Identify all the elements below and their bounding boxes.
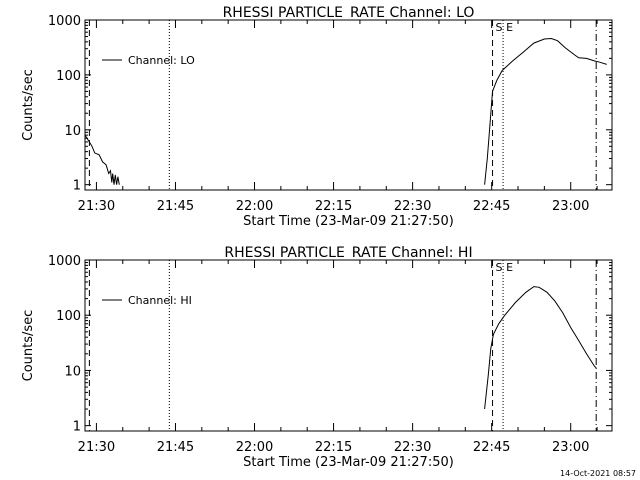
x-axis-label: Start Time (23-Mar-09 21:27:50) <box>243 455 454 470</box>
series-line <box>484 286 597 410</box>
y-tick-label: 10 <box>64 124 81 139</box>
hi-channel-panel: RHESSI PARTICLE_RATE Channel: HI 1 10 100 10… <box>21 245 613 470</box>
event-marker-label: E <box>506 261 513 274</box>
y-axis-label: Counts/sec <box>21 310 36 382</box>
x-tick-label: 22:15 <box>315 440 352 455</box>
plot-frame <box>84 19 613 191</box>
x-tick-label: 22:15 <box>315 199 352 214</box>
x-tick-label: 21:30 <box>78 440 115 455</box>
series-line <box>84 134 120 185</box>
legend-label: Channel: LO <box>128 54 195 67</box>
x-tick-label: 22:30 <box>394 199 431 214</box>
event-marker-label: S <box>496 261 503 274</box>
x-tick-label: 22:45 <box>473 199 510 214</box>
series-line <box>484 37 607 185</box>
chart-title: RHESSI PARTICLE_RATE Channel: LO <box>223 5 475 21</box>
y-tick-label: 100 <box>56 69 81 84</box>
legend-label: Channel: HI <box>128 294 192 307</box>
lo-channel-panel: RHESSI PARTICLE_RATE Channel: LO 1 10 100 10… <box>21 5 613 229</box>
event-marker-label: E <box>506 21 513 34</box>
event-marker-label: S <box>496 21 503 34</box>
x-axis-label: Start Time (23-Mar-09 21:27:50) <box>243 214 454 229</box>
y-tick-label: 1000 <box>48 254 81 269</box>
x-tick-label: 22:45 <box>473 440 510 455</box>
x-tick-label: 21:45 <box>157 440 194 455</box>
x-tick-label: 22:30 <box>394 440 431 455</box>
y-tick-label: 100 <box>56 309 81 324</box>
y-tick-label: 10 <box>64 364 81 379</box>
y-tick-label: 1 <box>73 420 81 435</box>
y-tick-label: 1 <box>73 179 81 194</box>
x-tick-label: 21:45 <box>157 199 194 214</box>
x-tick-label: 21:30 <box>78 199 115 214</box>
plot-frame <box>84 259 613 432</box>
chart-title: RHESSI PARTICLE_RATE Channel: HI <box>224 245 472 261</box>
y-axis-label: Counts/sec <box>21 69 36 141</box>
x-tick-label: 22:00 <box>236 199 273 214</box>
x-tick-label: 22:00 <box>236 440 273 455</box>
footer-timestamp: 14-Oct-2021 08:57 <box>560 469 636 478</box>
x-tick-label: 23:00 <box>552 199 589 214</box>
y-tick-label: 1000 <box>48 14 81 29</box>
x-tick-label: 23:00 <box>552 440 589 455</box>
